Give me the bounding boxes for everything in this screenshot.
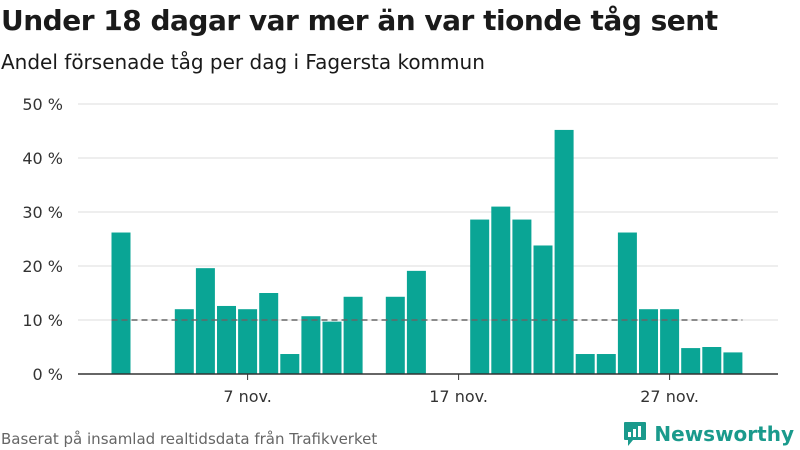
bar (406, 270, 426, 374)
bar (259, 293, 279, 374)
bar (512, 219, 532, 374)
bar (470, 219, 490, 374)
bar (174, 309, 194, 374)
y-tick-label: 30 % (22, 203, 63, 222)
bar (596, 354, 616, 374)
bar (238, 309, 258, 374)
y-tick-label: 10 % (22, 311, 63, 330)
bars (111, 129, 743, 374)
axes: 0 % 10 % 20 % 30 % 40 % 50 % 7 nov. 17 nov. 27 n… (22, 95, 778, 406)
bar (575, 354, 595, 374)
bar (111, 232, 131, 374)
bar (301, 316, 321, 374)
bar (702, 347, 722, 374)
bar (217, 305, 236, 374)
bar (639, 309, 658, 374)
bar (343, 296, 363, 374)
bar (723, 352, 743, 374)
bar (554, 129, 574, 374)
bar (533, 245, 553, 374)
bar (322, 321, 342, 374)
bar (491, 206, 511, 374)
bar (617, 232, 637, 374)
newsworthy-logo: Newsworthy (623, 420, 794, 448)
y-tick-label: 40 % (22, 149, 63, 168)
y-tick-label: 20 % (22, 257, 63, 276)
y-tick-label: 0 % (33, 365, 63, 384)
source-note: Baserat på insamlad realtidsdata från Tr… (1, 430, 378, 448)
chart-subtitle: Andel försenade tåg per dag i Fagersta k… (1, 50, 485, 74)
bar (681, 348, 701, 374)
chart-title: Under 18 dagar var mer än var tionde tåg… (1, 4, 718, 37)
y-tick-label: 50 % (22, 95, 63, 114)
x-tick-label: 27 nov. (640, 387, 699, 406)
bar (195, 268, 215, 374)
bar (660, 309, 680, 374)
brand-name: Newsworthy (654, 422, 794, 446)
grid-lines (78, 103, 778, 321)
bar (280, 354, 300, 374)
x-tick-label: 7 nov. (223, 387, 272, 406)
bar-chart-logo-icon (624, 422, 647, 446)
bar (385, 296, 405, 374)
x-tick-label: 17 nov. (429, 387, 488, 406)
